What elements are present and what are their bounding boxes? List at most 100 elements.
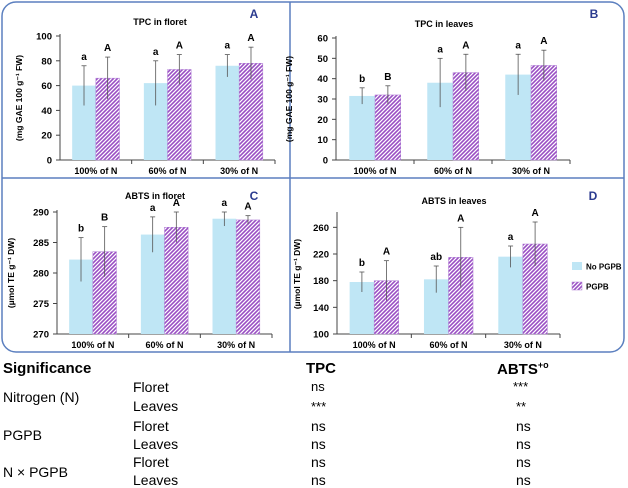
tpc-value: ns [311, 454, 326, 470]
y-tick-label: 100 [313, 330, 329, 341]
bar-no-pgpb [215, 65, 240, 160]
y-tick-label: 275 [33, 299, 50, 310]
x-tick-label: 100% of N [353, 340, 396, 350]
bar-no-pgpb [498, 256, 523, 334]
y-tick-label: 140 [313, 303, 329, 314]
y-axis-label: (mg GAE 100 g⁻¹ FW) [14, 55, 24, 141]
significance-letter: a [81, 52, 87, 63]
chart-title: ABTS in floret [125, 191, 185, 201]
chart-panel-c: ABTS in floret C (µmol TE g⁻¹ DW) 270 275 280… [6, 189, 273, 350]
chart-title: TPC in leaves [415, 19, 474, 29]
panel-letter: D [589, 189, 598, 203]
significance-letter: b [359, 74, 365, 85]
chart-panel-b: TPC in leaves B (mg GAE 100 g⁻¹ FW) 0 10 20 30… [284, 7, 599, 176]
y-tick-label: 60 [317, 34, 328, 45]
bar-no-pgpb [349, 95, 375, 160]
abts-value: ns [516, 436, 531, 452]
chart-panel-d: ABTS in leaves D (µmol TE g⁻¹ DW) 100 140 180… [292, 189, 622, 350]
chart-panel-a: TPC in floret A (mg GAE 100 g⁻¹ FW) 0 20 40 60… [14, 7, 276, 176]
significance-letter: A [104, 43, 111, 54]
significance-letter: A [540, 36, 547, 47]
part-label: Leaves [133, 398, 179, 414]
x-tick-label: 100% of N [74, 166, 117, 176]
significance-letter: a [515, 40, 521, 51]
legend-swatch-no-pgpb [572, 262, 582, 270]
bar-pgpb [530, 65, 557, 161]
significance-letter: A [247, 33, 254, 44]
part-label: Floret [133, 418, 169, 434]
significance-letter: A [244, 202, 251, 213]
y-tick-label: 40 [317, 74, 328, 85]
y-tick-label: 180 [313, 276, 329, 287]
significance-letter: B [384, 72, 391, 83]
y-tick-label: 270 [33, 330, 49, 341]
significance-letter: a [437, 44, 443, 55]
significance-letter: B [101, 213, 108, 224]
bar-no-pgpb [69, 259, 93, 334]
y-tick-label: 285 [33, 238, 50, 249]
significance-letter: ab [430, 252, 442, 263]
x-tick-label: 100% of N [71, 340, 114, 350]
significance-letter: a [222, 198, 228, 209]
part-label: Leaves [133, 436, 179, 452]
bar-pgpb [374, 94, 401, 161]
tpc-value: ns [311, 472, 326, 488]
significance-letter: a [225, 41, 231, 52]
legend-label: PGPB [586, 283, 609, 292]
significance-letter: A [457, 213, 464, 224]
y-tick-label: 280 [33, 269, 49, 280]
y-tick-label: 60 [41, 81, 52, 92]
legend-label: No PGPB [586, 263, 622, 272]
bar-no-pgpb [212, 218, 237, 334]
y-tick-label: 30 [317, 95, 328, 106]
significance-letter: a [153, 47, 159, 58]
x-tick-label: 60% of N [148, 166, 186, 176]
tpc-value: ns [311, 418, 326, 434]
abts-column-label: ABTS [497, 361, 538, 378]
panel-letter: C [250, 189, 259, 203]
y-tick-label: 20 [41, 131, 52, 142]
part-label: Leaves [133, 472, 179, 488]
x-tick-label: 30% of N [512, 166, 550, 176]
part-label: Floret [133, 454, 169, 470]
abts-superscript: +o [537, 360, 549, 370]
abts-value: ns [516, 472, 531, 488]
x-tick-label: 30% of N [504, 340, 542, 350]
x-tick-label: 60% of N [434, 166, 472, 176]
y-tick-label: 0 [323, 156, 328, 167]
abts-value: ** [516, 399, 527, 414]
y-tick-label: 40 [41, 106, 52, 117]
abts-value: *** [513, 379, 529, 394]
factor-nitrogen: Nitrogen (N) [3, 389, 80, 405]
y-axis-label: (µmol TE g⁻¹ DW) [6, 238, 16, 308]
y-tick-label: 260 [313, 223, 329, 234]
x-tick-label: 100% of N [353, 166, 396, 176]
panel-letter: B [590, 7, 599, 21]
significance-letter: A [462, 40, 469, 51]
chart-title: ABTS in leaves [421, 196, 486, 206]
figure-panels: TPC in floret A (mg GAE 100 g⁻¹ FW) 0 20 40 60… [1, 1, 625, 353]
x-tick-label: 60% of N [145, 340, 183, 350]
y-tick-label: 80 [41, 56, 52, 67]
x-tick-label: 30% of N [220, 166, 258, 176]
panel-letter: A [250, 7, 259, 21]
y-tick-label: 100 [36, 32, 52, 43]
x-tick-label: 60% of N [429, 340, 467, 350]
significance-letter: b [78, 224, 84, 235]
significance-letter: A [531, 208, 538, 219]
significance-letter: a [150, 203, 156, 214]
tpc-value: ns [311, 379, 325, 394]
significance-letter: A [173, 198, 180, 209]
bar-pgpb [235, 219, 261, 335]
y-tick-label: 0 [47, 156, 52, 167]
abts-value: ns [516, 454, 531, 470]
y-tick-label: 290 [33, 208, 49, 219]
abts-column-header: ABTS+o [497, 360, 549, 378]
bar-no-pgpb [72, 85, 96, 160]
tpc-column-header: TPC [306, 360, 336, 377]
legend-swatch-pgpb [571, 281, 583, 291]
factor-interaction: N × PGPB [3, 464, 68, 480]
y-tick-label: 50 [317, 54, 328, 65]
significance-letter: A [383, 247, 390, 258]
y-axis-label: (mg GAE 100 g⁻¹ FW) [284, 56, 294, 142]
